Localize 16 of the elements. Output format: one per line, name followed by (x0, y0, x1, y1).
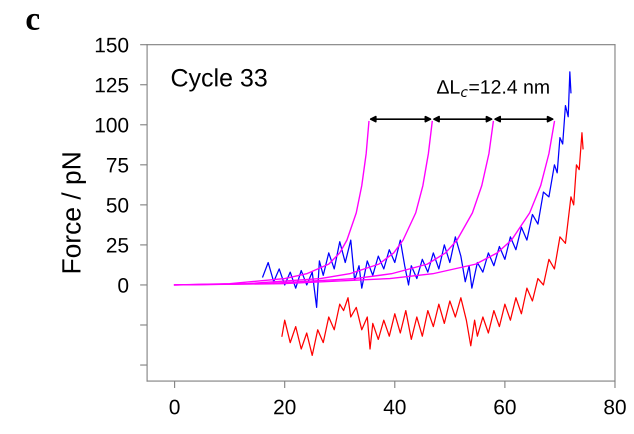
y-tick-label: 25 (106, 238, 128, 253)
x-tick-label: 40 (384, 400, 406, 414)
y-tick-label: 50 (106, 198, 128, 213)
y-tick-label: 0 (118, 278, 128, 293)
y-axis-title: Force / pN (61, 153, 86, 272)
text: c (26, 14, 40, 30)
x-tick-label: 0 (170, 400, 180, 414)
annotation: Cycle 33 (172, 68, 267, 92)
y-tick-label: 100 (96, 118, 128, 133)
y-tick-label: 125 (96, 78, 128, 92)
y-tick-label: 75 (106, 158, 128, 173)
x-tick-label: 20 (274, 400, 296, 414)
annotation: ΔL$_{c}$=12.4 nm (437, 80, 549, 97)
y-tick-label: 150 (96, 38, 128, 52)
x-tick-label: 80 (604, 400, 626, 414)
x-tick-label: 60 (494, 400, 516, 414)
